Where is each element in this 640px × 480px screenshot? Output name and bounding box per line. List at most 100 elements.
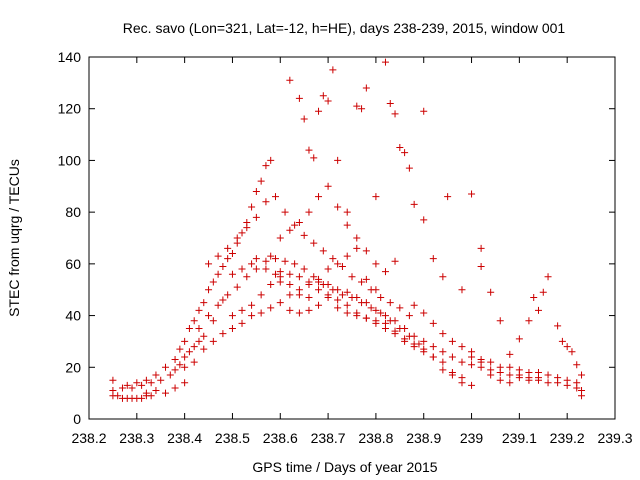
data-point	[157, 376, 165, 384]
data-point	[448, 337, 456, 345]
data-point	[271, 255, 279, 263]
data-point	[200, 299, 208, 307]
data-point	[496, 363, 504, 371]
data-point	[224, 244, 232, 252]
data-point	[209, 317, 217, 325]
data-point	[343, 221, 351, 229]
data-point	[243, 273, 251, 281]
data-point	[410, 340, 418, 348]
data-point	[578, 371, 586, 379]
data-point	[281, 208, 289, 216]
x-tick-label: 239.3	[597, 430, 632, 446]
y-tick-label: 60	[65, 256, 81, 272]
data-point	[114, 392, 122, 400]
data-point	[228, 312, 236, 320]
y-tick-label: 40	[65, 308, 81, 324]
data-point	[162, 363, 170, 371]
x-tick-label: 238.6	[263, 430, 298, 446]
data-point	[295, 291, 303, 299]
data-point	[353, 234, 361, 242]
data-point	[386, 100, 394, 108]
data-point	[271, 193, 279, 201]
data-point	[429, 353, 437, 361]
data-point	[544, 379, 552, 387]
data-point	[343, 301, 351, 309]
data-point	[257, 291, 265, 299]
data-point	[358, 299, 366, 307]
data-point	[238, 306, 246, 314]
data-point	[205, 260, 213, 268]
data-point	[271, 270, 279, 278]
data-point	[420, 309, 428, 317]
data-point	[286, 306, 294, 314]
data-point	[276, 278, 284, 286]
data-point	[329, 286, 337, 294]
data-point	[334, 304, 342, 312]
data-point	[458, 286, 466, 294]
data-point	[563, 376, 571, 384]
data-point	[381, 268, 389, 276]
data-point	[468, 361, 476, 369]
data-point	[123, 381, 131, 389]
data-point	[353, 312, 361, 320]
x-tick-label: 238.4	[167, 430, 202, 446]
x-tick-label: 238.8	[358, 430, 393, 446]
data-point	[315, 193, 323, 201]
data-point	[343, 252, 351, 260]
data-point	[181, 353, 189, 361]
data-point	[205, 312, 213, 320]
data-point	[233, 234, 241, 242]
data-point	[372, 317, 380, 325]
data-point	[372, 193, 380, 201]
data-point	[458, 358, 466, 366]
data-point	[420, 337, 428, 345]
data-point	[477, 262, 485, 270]
data-point	[267, 281, 275, 289]
data-point	[257, 309, 265, 317]
data-point	[396, 325, 404, 332]
data-point	[534, 374, 542, 382]
data-point	[334, 296, 342, 304]
data-point	[396, 304, 404, 312]
data-point	[305, 306, 313, 314]
data-point	[248, 260, 256, 268]
data-point	[315, 286, 323, 294]
data-point	[324, 265, 332, 273]
data-point	[190, 343, 198, 351]
data-point	[300, 265, 308, 273]
data-point	[257, 177, 265, 185]
data-point	[405, 332, 413, 340]
data-point	[310, 273, 318, 281]
data-point	[348, 293, 356, 301]
plot-area: 238.2 238.3 238.4 238.5 238.6 238.7 238.8 238.9…	[58, 49, 633, 446]
data-point	[286, 291, 294, 299]
plot-frame	[88, 56, 616, 420]
data-point	[343, 208, 351, 216]
data-point	[315, 301, 323, 309]
data-point	[324, 293, 332, 301]
data-point	[468, 348, 476, 356]
data-point	[319, 92, 327, 100]
y-tick-label: 20	[65, 359, 81, 375]
data-point	[252, 187, 260, 195]
data-point	[200, 332, 208, 340]
data-point	[295, 94, 303, 102]
data-point	[429, 319, 437, 327]
data-point	[190, 317, 198, 325]
data-point	[276, 234, 284, 242]
data-point	[252, 213, 260, 221]
data-point	[286, 226, 294, 234]
data-point	[209, 278, 217, 286]
x-tick-label: 239	[460, 430, 484, 446]
data-point	[410, 301, 418, 309]
data-point	[381, 58, 389, 66]
data-point	[439, 273, 447, 281]
data-point	[391, 257, 399, 265]
data-point	[329, 66, 337, 74]
data-point	[506, 350, 514, 358]
data-point	[205, 286, 213, 294]
data-point	[348, 273, 356, 281]
data-point	[310, 154, 318, 162]
data-point	[171, 356, 179, 364]
chart-title: Rec. savo (Lon=321, Lat=-12, h=HE), days…	[123, 20, 566, 36]
